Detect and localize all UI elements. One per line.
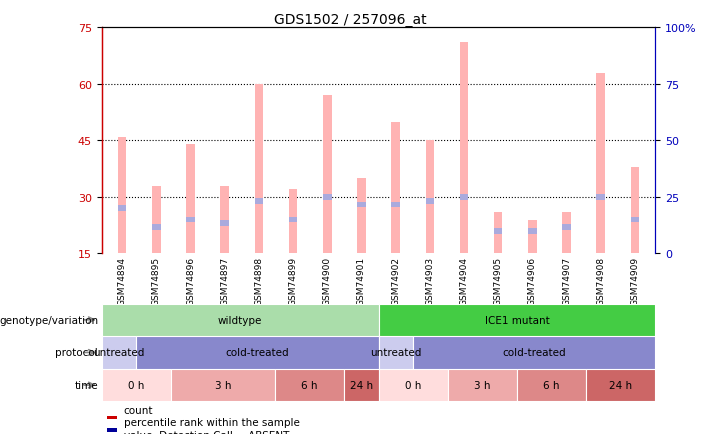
Bar [254, 198, 263, 204]
Text: 24 h: 24 h [350, 380, 373, 390]
Bar [136, 336, 379, 369]
Text: 0 h: 0 h [128, 380, 144, 390]
Text: cold-treated: cold-treated [226, 348, 290, 358]
Text: GSM74908: GSM74908 [597, 256, 605, 306]
Text: percentile rank within the sample: percentile rank within the sample [124, 418, 299, 427]
Text: GSM74909: GSM74909 [630, 256, 639, 306]
Bar [171, 369, 275, 401]
Bar [562, 225, 571, 230]
Bar [102, 336, 136, 369]
Bar [586, 369, 655, 401]
Bar [528, 220, 537, 254]
Bar [152, 225, 161, 230]
Bar [517, 369, 586, 401]
Text: wildtype: wildtype [218, 315, 262, 325]
Text: GSM74902: GSM74902 [391, 256, 400, 305]
Bar [220, 221, 229, 227]
Text: protocol: protocol [55, 348, 98, 358]
Text: GSM74906: GSM74906 [528, 256, 537, 306]
Text: GSM74901: GSM74901 [357, 256, 366, 306]
Bar [358, 202, 366, 208]
Bar [186, 145, 195, 254]
Bar [379, 369, 448, 401]
Bar [494, 213, 503, 254]
Bar [323, 194, 332, 200]
Bar [344, 369, 379, 401]
Bar [379, 336, 413, 369]
Bar [631, 168, 639, 254]
Bar [631, 217, 639, 223]
Text: GSM74905: GSM74905 [494, 256, 503, 306]
Text: GSM74894: GSM74894 [118, 256, 127, 305]
Bar [460, 43, 468, 254]
Text: GSM74895: GSM74895 [152, 256, 161, 306]
Bar [597, 194, 605, 200]
Text: untreated: untreated [93, 348, 144, 358]
Text: 6 h: 6 h [543, 380, 560, 390]
Text: GDS1502 / 257096_at: GDS1502 / 257096_at [274, 13, 427, 27]
Text: 24 h: 24 h [609, 380, 632, 390]
Bar [186, 217, 195, 223]
Text: genotype/variation: genotype/variation [0, 315, 98, 325]
Bar [413, 336, 655, 369]
Text: GSM74896: GSM74896 [186, 256, 195, 306]
Bar [426, 141, 434, 254]
Bar [379, 304, 655, 336]
Bar [107, 416, 117, 419]
Bar [358, 179, 366, 254]
Bar [102, 369, 171, 401]
Bar [152, 186, 161, 254]
Text: 3 h: 3 h [474, 380, 491, 390]
Bar [289, 217, 297, 223]
Bar [391, 202, 400, 208]
Text: GSM74900: GSM74900 [322, 256, 332, 306]
Text: time: time [74, 380, 98, 390]
Text: cold-treated: cold-treated [503, 348, 566, 358]
Text: GSM74907: GSM74907 [562, 256, 571, 306]
Bar [275, 369, 344, 401]
Bar [102, 304, 379, 336]
Bar [460, 194, 468, 200]
Bar [494, 228, 503, 234]
Bar [254, 85, 263, 254]
Bar [323, 96, 332, 254]
Text: 6 h: 6 h [301, 380, 318, 390]
Text: GSM74898: GSM74898 [254, 256, 264, 306]
Bar [391, 122, 400, 254]
Bar [448, 369, 517, 401]
Bar [118, 137, 126, 254]
Text: GSM74904: GSM74904 [459, 256, 468, 305]
Bar [528, 228, 537, 234]
Bar [289, 190, 297, 254]
Text: GSM74897: GSM74897 [220, 256, 229, 306]
Bar [426, 198, 434, 204]
Bar [562, 213, 571, 254]
Text: GSM74903: GSM74903 [426, 256, 435, 306]
Text: GSM74899: GSM74899 [289, 256, 298, 306]
Bar [220, 186, 229, 254]
Text: ICE1 mutant: ICE1 mutant [484, 315, 550, 325]
Text: untreated: untreated [370, 348, 421, 358]
Text: value, Detection Call = ABSENT: value, Detection Call = ABSENT [124, 430, 290, 434]
Text: 3 h: 3 h [215, 380, 231, 390]
Bar [118, 206, 126, 211]
Text: count: count [124, 405, 154, 415]
Text: 0 h: 0 h [405, 380, 421, 390]
Bar [107, 428, 117, 432]
Bar [597, 73, 605, 254]
